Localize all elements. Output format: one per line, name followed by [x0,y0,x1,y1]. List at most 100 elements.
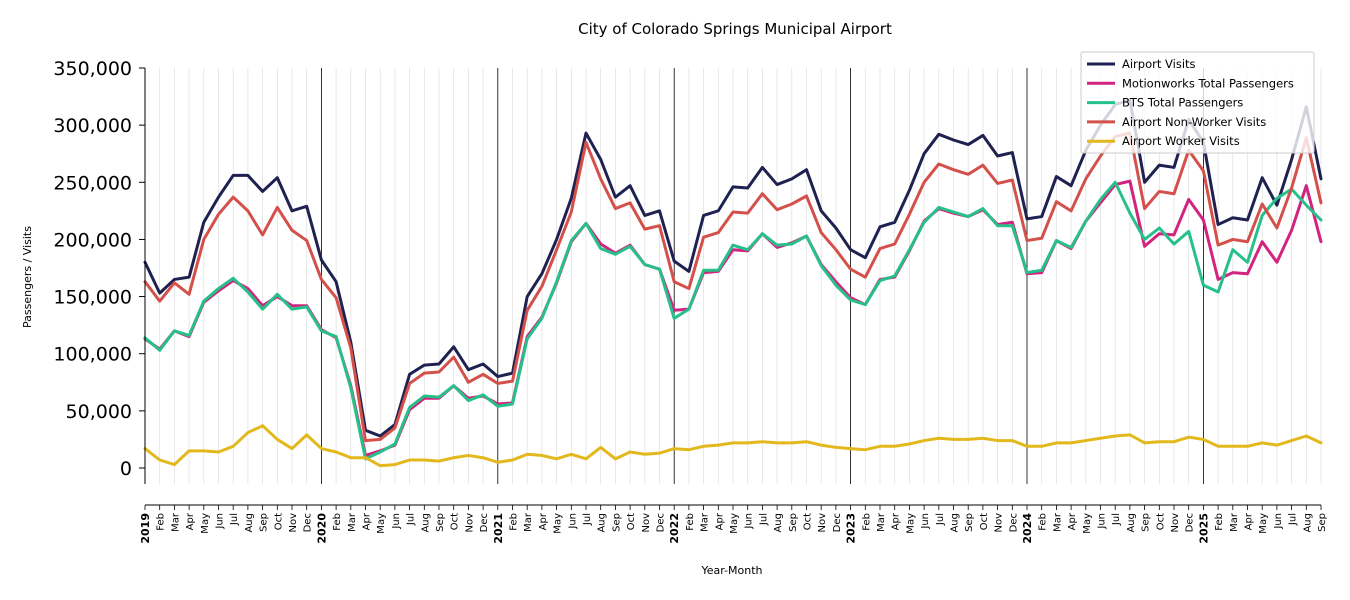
series-line-5 [143,424,1323,468]
x-tick-label-month: Jul [1111,513,1122,526]
x-tick-label-month: Oct [626,513,637,530]
x-tick-label-month: Feb [1214,513,1225,531]
x-tick-label-month: Feb [509,513,520,531]
x-tick-label-month: Jun [391,513,402,530]
x-tick-label-month: Nov [1170,513,1181,533]
x-tick-label-month: Jun [215,513,226,530]
legend-label: Airport Worker Visits [1122,134,1240,148]
x-tick-label-month: Jul [582,513,593,526]
x-tick-label-month: Feb [156,513,167,531]
x-tick-label-month: Aug [1302,513,1313,533]
x-tick-label-month: May [376,513,387,534]
x-tick-label-month: Mar [876,512,887,532]
x-tick-label-month: Nov [817,513,828,533]
y-tick-label: 0 [120,458,132,480]
x-tick-label-month: Aug [420,513,431,533]
x-tick-label-month: Jun [567,513,578,530]
x-tick-label-month: Oct [1155,513,1166,530]
x-tick-label-month: Dec [1008,513,1019,532]
x-tick-label-month: Sep [435,513,446,532]
x-tick-label-month: Nov [288,513,299,533]
x-tick-label-month: May [905,513,916,534]
legend-label: BTS Total Passengers [1122,96,1243,110]
x-tick-label-month: Oct [803,513,814,530]
y-tick-label: 100,000 [53,344,132,366]
x-tick-label-month: Aug [244,513,255,533]
legend-label: Airport Visits [1122,57,1196,71]
x-tick-label-month: Nov [464,513,475,533]
x-tick-label-month: Feb [685,513,696,531]
legend-label: Motionworks Total Passengers [1122,76,1294,90]
x-tick-label-month: Mar [1229,512,1240,532]
x-tick-label-month: Dec [479,513,490,532]
x-tick-label-month: Sep [611,513,622,532]
x-tick-label-month: Oct [273,513,284,530]
x-tick-label-month: Dec [303,513,314,532]
x-tick-label-month: Dec [1185,513,1196,532]
x-tick-label-month: Feb [332,513,343,531]
x-tick-label-month: Jul [935,513,946,526]
x-tick-label-month: Sep [964,513,975,532]
x-axis-ticks: 2019 Feb Mar Apr May Jun Jul Aug Sep Oct Nov Dec 202… [139,505,1328,544]
x-tick-label-year: 2019 [139,513,152,544]
x-tick-label-year: 2025 [1197,513,1210,544]
x-tick-label-month: May [1082,513,1093,534]
x-tick-label-month: Apr [1244,512,1255,530]
x-tick-label-month: Apr [362,512,373,530]
x-tick-label-month: Aug [597,513,608,533]
x-tick-label-month: Sep [1141,513,1152,532]
x-tick-label-month: Jul [406,513,417,526]
x-tick-label-year: 2023 [845,513,858,544]
x-tick-label-month: Nov [641,513,652,533]
y-axis-ticks: 0 50,000 100,000 150,000 200,000 250,000 300,0… [53,58,145,480]
y-tick-label: 250,000 [53,172,132,194]
x-tick-label-month: May [729,513,740,534]
x-tick-label-month: Jun [1097,513,1108,530]
x-tick-label-month: Sep [788,513,799,532]
x-tick-label-year: 2021 [492,513,505,544]
x-tick-label-month: Apr [714,512,725,530]
x-tick-label-month: Dec [656,513,667,532]
x-tick-label-month: Oct [450,513,461,530]
y-tick-label: 150,000 [53,287,132,309]
x-tick-label-month: May [200,513,211,534]
x-tick-label-month: Mar [170,512,181,532]
x-tick-label-month: Apr [1067,512,1078,530]
x-tick-label-month: Oct [979,513,990,530]
chart-title: City of Colorado Springs Municipal Airpo… [578,20,892,38]
x-tick-label-month: Jul [1288,513,1299,526]
x-tick-label-month: Mar [523,512,534,532]
y-tick-label: 50,000 [66,401,132,423]
x-tick-label-month: May [1258,513,1269,534]
x-tick-label-month: Jul [758,513,769,526]
x-tick-label-month: Aug [950,513,961,533]
y-axis-label: Passengers / Visits [21,226,34,328]
x-tick-label-month: Jun [920,513,931,530]
y-tick-label: 300,000 [53,115,132,137]
x-axis-label: Year-Month [700,564,762,577]
legend: Airport Visits Motionworks Total Passenge… [1080,51,1315,154]
x-tick-label-month: Apr [538,512,549,530]
x-tick-label-month: Aug [1126,513,1137,533]
x-tick-label-year: 2022 [668,513,681,544]
x-tick-label-month: Jun [744,513,755,530]
x-tick-label-month: Feb [861,513,872,531]
x-tick-label-month: Jul [229,513,240,526]
x-tick-label-month: Feb [1038,513,1049,531]
x-tick-label-year: 2020 [315,513,328,544]
y-tick-label: 350,000 [53,58,132,80]
series-line-3 [143,180,1323,461]
legend-label: Airport Non-Worker Visits [1122,115,1266,129]
x-tick-label-month: Sep [1317,513,1328,532]
x-tick-label-month: Mar [1052,512,1063,532]
y-tick-label: 200,000 [53,229,132,251]
x-tick-label-year: 2024 [1021,513,1034,544]
x-tick-label-month: Mar [347,512,358,532]
x-tick-label-month: May [553,513,564,534]
x-tick-label-month: Nov [994,513,1005,533]
x-tick-label-month: Sep [259,513,270,532]
x-tick-label-month: Apr [891,512,902,530]
legend-frame [1080,51,1315,154]
x-tick-label-month: Apr [185,512,196,530]
